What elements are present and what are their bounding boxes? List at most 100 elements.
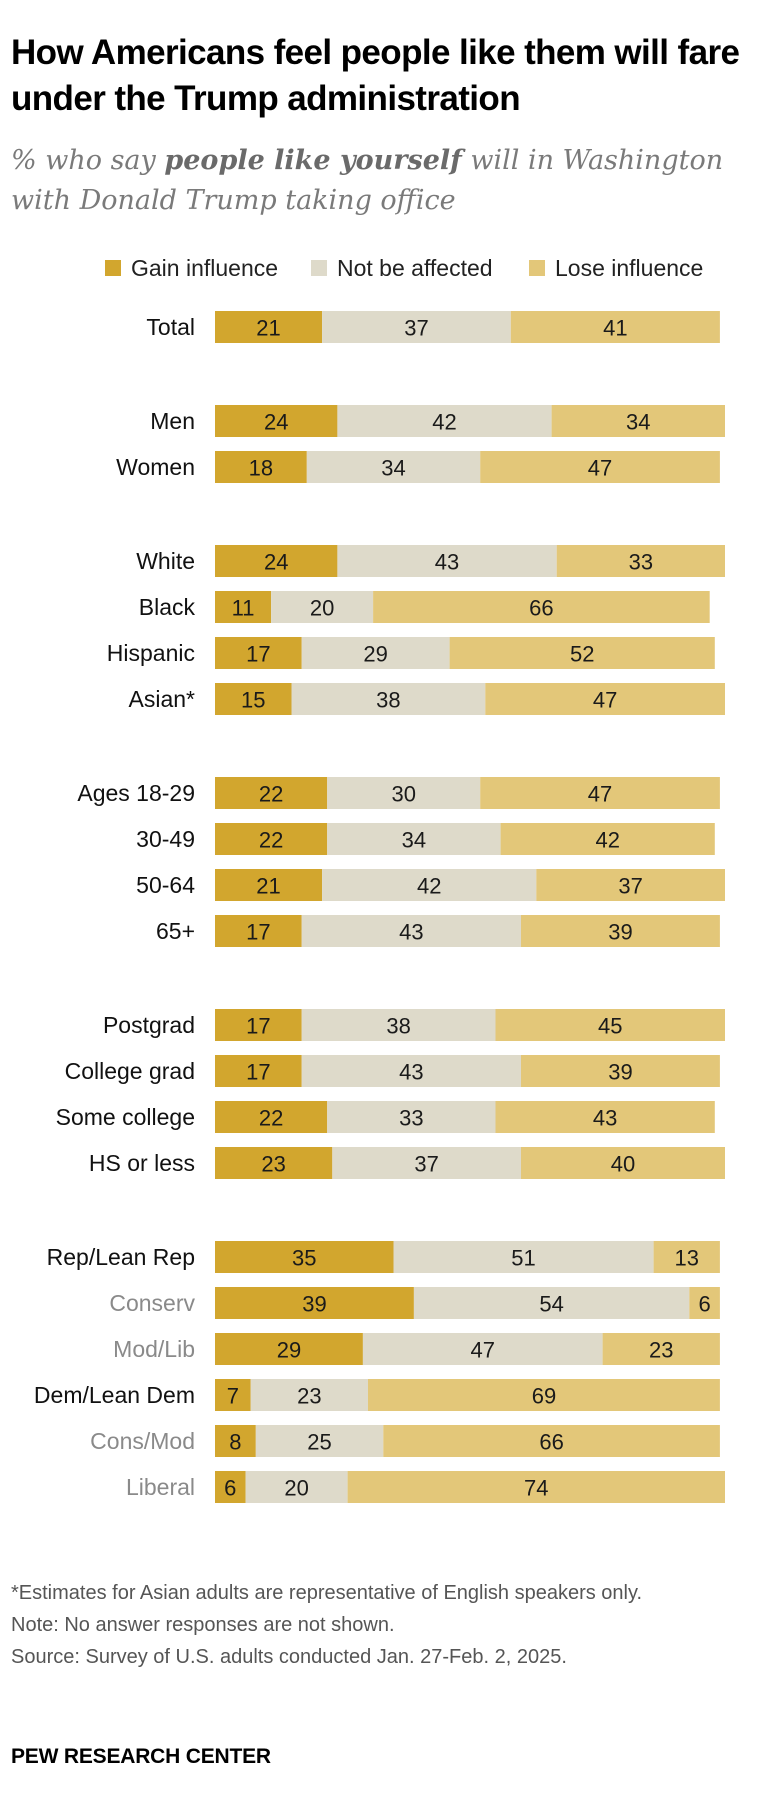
bar-total-gain-influence xyxy=(215,311,323,343)
chart-group-1: Total 21 37 41 xyxy=(146,311,720,343)
row-label-hispanic: Hispanic xyxy=(107,640,195,666)
bar-row-ages-18-29: Ages 18-29 22 30 47 xyxy=(77,777,720,809)
bar-ages-18-29-not-be-affected xyxy=(327,777,481,809)
bar-conserv-lose-influence xyxy=(689,1287,720,1319)
bar-row-college-grad: College grad 17 43 39 xyxy=(65,1055,720,1087)
stacked-bar-chart: Total 21 37 41 Men 24 42 34 Women 18 34 47 White 24 43… xyxy=(34,311,725,1503)
bar-row-liberal: Liberal 6 20 74 xyxy=(126,1471,725,1503)
value-label-65-gain-influence: 17 xyxy=(246,920,270,945)
value-label-hs-or-less-lose-influence: 40 xyxy=(611,1152,635,1177)
value-label-cons-mod-gain-influence: 8 xyxy=(229,1430,241,1455)
bar-30-49-not-be-affected xyxy=(327,823,501,855)
value-label-liberal-lose-influence: 74 xyxy=(524,1476,548,1501)
value-label-postgrad-lose-influence: 45 xyxy=(598,1014,622,1039)
row-label-50-64: 50-64 xyxy=(136,872,195,898)
bar-row-conserv: Conserv 39 54 6 xyxy=(109,1287,720,1319)
bar-row-black: Black 11 20 66 xyxy=(139,591,710,623)
bar-postgrad-not-be-affected xyxy=(301,1009,496,1041)
value-label-black-lose-influence: 66 xyxy=(529,596,553,621)
bar-college-grad-gain-influence xyxy=(215,1055,302,1087)
value-label-some-college-not-be-affected: 33 xyxy=(399,1106,423,1131)
bar-college-grad-lose-influence xyxy=(521,1055,720,1087)
bar-row-mod-lib: Mod/Lib 29 47 23 xyxy=(113,1333,720,1365)
value-label-mod-lib-lose-influence: 23 xyxy=(649,1338,673,1363)
value-label-hispanic-gain-influence: 17 xyxy=(246,642,270,667)
value-label-college-grad-gain-influence: 17 xyxy=(246,1060,270,1085)
row-label-mod-lib: Mod/Lib xyxy=(113,1336,195,1362)
legend-swatch-gain xyxy=(105,260,121,276)
chart-group-3: White 24 43 33 Black 11 20 66 Hispanic 17 29 52 Asia… xyxy=(107,545,725,715)
legend-label-lose: Lose influence xyxy=(555,254,704,281)
value-label-college-grad-lose-influence: 39 xyxy=(608,1060,632,1085)
value-label-some-college-lose-influence: 43 xyxy=(593,1106,617,1131)
bar-college-grad-not-be-affected xyxy=(301,1055,521,1087)
value-label-hs-or-less-gain-influence: 23 xyxy=(261,1152,285,1177)
bar-row-65: 65+ 17 43 39 xyxy=(156,915,720,947)
bar-65-lose-influence xyxy=(521,915,720,947)
value-label-men-not-be-affected: 42 xyxy=(432,410,456,435)
value-label-dem-lean-dem-not-be-affected: 23 xyxy=(297,1384,321,1409)
value-label-postgrad-gain-influence: 17 xyxy=(246,1014,270,1039)
row-label-college-grad: College grad xyxy=(65,1058,195,1084)
bar-white-not-be-affected xyxy=(337,545,557,577)
bar-rep-lean-rep-not-be-affected xyxy=(393,1241,654,1273)
row-label-liberal: Liberal xyxy=(126,1474,195,1500)
bar-dem-lean-dem-gain-influence xyxy=(215,1379,251,1411)
row-label-men: Men xyxy=(150,408,195,434)
legend-swatch-not-affected xyxy=(311,260,327,276)
bar-asian-lose-influence xyxy=(485,683,725,715)
bar-hispanic-not-be-affected xyxy=(301,637,450,669)
bar-cons-mod-not-be-affected xyxy=(255,1425,384,1457)
bar-row-men: Men 24 42 34 xyxy=(150,405,725,437)
row-label-cons-mod: Cons/Mod xyxy=(90,1428,195,1454)
legend-item-gain: Gain influence xyxy=(105,253,278,283)
value-label-rep-lean-rep-not-be-affected: 51 xyxy=(511,1246,535,1271)
bar-row-50-64: 50-64 21 42 37 xyxy=(136,869,725,901)
bar-hs-or-less-lose-influence xyxy=(521,1147,725,1179)
row-label-hs-or-less: HS or less xyxy=(89,1150,195,1176)
bar-50-64-gain-influence xyxy=(215,869,323,901)
value-label-black-gain-influence: 11 xyxy=(232,596,255,621)
bar-mod-lib-not-be-affected xyxy=(362,1333,603,1365)
value-label-rep-lean-rep-lose-influence: 13 xyxy=(675,1246,699,1271)
bar-postgrad-lose-influence xyxy=(495,1009,725,1041)
value-label-65-not-be-affected: 43 xyxy=(399,920,423,945)
legend-label-not-affected: Not be affected xyxy=(337,254,493,281)
asterisk-note: *Estimates for Asian adults are represen… xyxy=(11,1582,643,1604)
chart-group-4: Ages 18-29 22 30 47 30-49 22 34 42 50-64 21 42 37 65… xyxy=(77,777,725,947)
value-label-mod-lib-not-be-affected: 47 xyxy=(471,1338,495,1363)
value-label-asian-lose-influence: 47 xyxy=(593,688,617,713)
value-label-women-gain-influence: 18 xyxy=(249,456,273,481)
bar-asian-not-be-affected xyxy=(291,683,486,715)
row-label-black: Black xyxy=(139,594,196,620)
bar-men-gain-influence xyxy=(215,405,338,437)
bar-rep-lean-rep-gain-influence xyxy=(215,1241,394,1273)
chart-group-6: Rep/Lean Rep 35 51 13 Conserv 39 54 6 Mod/Lib 29 4… xyxy=(34,1241,725,1503)
value-label-white-gain-influence: 24 xyxy=(264,550,288,575)
value-label-ages-18-29-not-be-affected: 30 xyxy=(391,782,415,807)
value-label-liberal-not-be-affected: 20 xyxy=(284,1476,308,1501)
value-label-women-not-be-affected: 34 xyxy=(381,456,405,481)
bar-liberal-not-be-affected xyxy=(245,1471,348,1503)
value-label-women-lose-influence: 47 xyxy=(588,456,612,481)
bar-dem-lean-dem-not-be-affected xyxy=(250,1379,368,1411)
row-label-white: White xyxy=(136,548,195,574)
bar-some-college-not-be-affected xyxy=(327,1101,496,1133)
bar-black-lose-influence xyxy=(373,591,710,623)
bar-liberal-lose-influence xyxy=(347,1471,725,1503)
value-label-hs-or-less-not-be-affected: 37 xyxy=(414,1152,438,1177)
row-label-some-college: Some college xyxy=(56,1104,195,1130)
subtitle-lead: % who say xyxy=(11,145,165,176)
bar-row-30-49: 30-49 22 34 42 xyxy=(136,823,715,855)
value-label-50-64-gain-influence: 21 xyxy=(256,874,280,899)
value-label-dem-lean-dem-lose-influence: 69 xyxy=(532,1384,556,1409)
chart-group-2: Men 24 42 34 Women 18 34 47 xyxy=(116,405,725,483)
legend-item-not-affected: Not be affected xyxy=(311,253,493,283)
value-label-white-lose-influence: 33 xyxy=(629,550,653,575)
value-label-conserv-lose-influence: 6 xyxy=(698,1292,710,1317)
value-label-total-gain-influence: 21 xyxy=(256,316,280,341)
value-label-65-lose-influence: 39 xyxy=(608,920,632,945)
row-label-women: Women xyxy=(116,454,195,480)
bar-50-64-not-be-affected xyxy=(322,869,537,901)
bar-hispanic-gain-influence xyxy=(215,637,302,669)
